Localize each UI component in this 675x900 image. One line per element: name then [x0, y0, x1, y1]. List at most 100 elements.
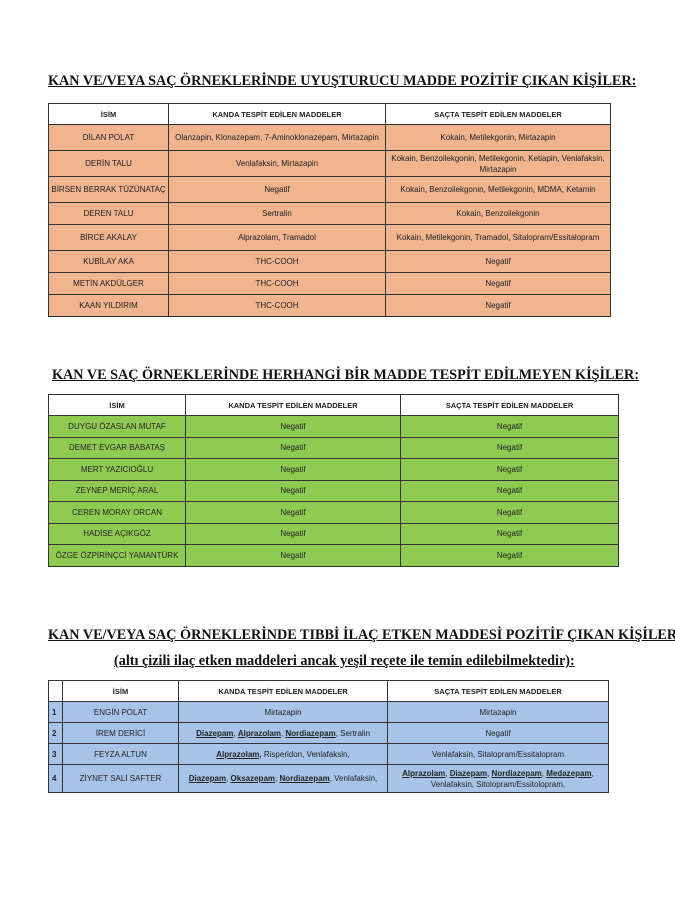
table-row: 2 İREM DERİCİ Diazepam, Alprazolam, Nordia… [48, 722, 609, 744]
hair-cell: Negatif [385, 294, 611, 317]
green-prescription-drug: Diazepam [196, 728, 234, 738]
green-prescription-drug: Alprazolam [402, 768, 446, 778]
drug-text: , [281, 728, 286, 738]
header-blood: KANDA TESPİT EDİLEN MADDELER [178, 680, 388, 702]
header-hair: SAÇTA TESPİT EDİLEN MADDELER [400, 394, 619, 416]
name-cell: ÖZGE ÖZPİRİNÇCİ YAMANTÜRK [48, 544, 186, 567]
green-prescription-drug: Oksazepam [230, 774, 275, 783]
section3-subtitle: (altı çizili ilaç etken maddeleri ancak … [114, 653, 575, 669]
hair-cell: Negatif [400, 479, 619, 502]
drug-text: Venlafaksin, Sitalopram/Essitalopram [431, 749, 565, 759]
green-prescription-drug: Nordiazepam [279, 774, 330, 783]
blood-cell: Olanzapin, Klonazepam, 7-Aminoklonazepam… [168, 124, 386, 151]
green-prescription-drug: Diazepam [449, 768, 488, 778]
blood-cell: THC-COOH [168, 272, 386, 295]
blood-cell: Negatif [185, 501, 401, 524]
blood-cell: THC-COOH [168, 294, 386, 317]
table-row: ZEYNEP MERİÇ ARAL Negatif Negatif [48, 479, 619, 502]
header-name: İSİM [62, 680, 179, 702]
drug-positive-table: İSİM KANDA TESPİT EDİLEN MADDELER SAÇTA … [48, 103, 611, 317]
green-prescription-drug: Diazepam [188, 774, 227, 783]
hair-cell: Negatif [400, 544, 619, 567]
table-row: BİRSEN BERRAK TÜZÜNATAÇ Negatif Kokain, Be… [48, 176, 611, 203]
blood-cell: Venlafaksin, Mirtazapin [168, 150, 386, 177]
hair-cell: Negatif [400, 458, 619, 481]
name-cell: MERT YAZICIOĞLU [48, 458, 186, 481]
table-row: DUYGU ÖZASLAN MUTAF Negatif Negatif [48, 415, 619, 438]
hair-cell: Negatif [387, 722, 609, 744]
blood-cell: Negatif [185, 522, 401, 545]
name-cell: ENGİN POLAT [62, 701, 179, 723]
blood-cell: Negatif [185, 436, 401, 459]
no-substance-table: İSİM KANDA TESPİT EDİLEN MADDELER SAÇTA … [48, 394, 619, 567]
hair-cell: Kokain, Metilekgonin, Tramadol, Sitalopr… [385, 224, 611, 251]
name-cell: İREM DERİCİ [62, 722, 179, 744]
row-number: 3 [48, 743, 63, 765]
drug-text: , [487, 768, 492, 778]
header-blood: KANDA TESPİT EDİLEN MADDELER [168, 103, 386, 125]
name-cell: KAAN YILDIRIM [48, 294, 169, 317]
drug-text: , Venlafaksin, [329, 774, 378, 783]
row-number: 4 [48, 764, 63, 793]
row-number: 2 [48, 722, 63, 744]
blood-cell: Negatif [185, 479, 401, 502]
blood-cell: Negatif [185, 544, 401, 567]
hair-cell: Negatif [385, 272, 611, 295]
table-row: HADİSE AÇIKGÖZ Negatif Negatif [48, 522, 619, 545]
drug-text: Mirtazapin [479, 707, 517, 717]
table-row: MERT YAZICIOĞLU Negatif Negatif [48, 458, 619, 481]
name-cell: METİN AKDÜLGER [48, 272, 169, 295]
drug-text: Mirtazapin [264, 707, 302, 717]
green-prescription-drug: Nordiazepam [285, 728, 336, 738]
table-row: DİLAN POLAT Olanzapin, Klonazepam, 7-Amin… [48, 124, 611, 151]
row-number: 1 [48, 701, 63, 723]
blood-cell: Negatif [185, 415, 401, 438]
blood-cell: Sertralin [168, 202, 386, 225]
header-hair: SAÇTA TESPİT EDİLEN MADDELER [387, 680, 609, 702]
blood-cell: THC-COOH [168, 250, 386, 273]
blood-cell: Negatif [168, 176, 386, 203]
name-cell: BİRCE AKALAY [48, 224, 169, 251]
header-hair: SAÇTA TESPİT EDİLEN MADDELER [385, 103, 611, 125]
drug-text: , Sertralin [335, 728, 370, 738]
hair-cell: Negatif [400, 436, 619, 459]
table-row: 3 FEYZA ALTUN Alprazolam, Risperidon, Venl… [48, 743, 609, 765]
table-row: ÖZGE ÖZPİRİNÇCİ YAMANTÜRK Negatif Negatif [48, 544, 619, 567]
hair-cell: Kokain, Benzoilekgonin, Metilekgonin, Ke… [385, 150, 611, 177]
blood-cell: Diazepam, Oksazepam, Nordiazepam, Venlaf… [178, 764, 388, 793]
table-row: DERİN TALU Venlafaksin, Mirtazapin Kokain,… [48, 150, 611, 177]
hair-cell: Negatif [400, 415, 619, 438]
table-row: 4 ZİYNET SALİ SAFTER Diazepam, Oksazepam, … [48, 764, 609, 793]
green-prescription-drug: Medazepam [546, 768, 592, 778]
table-row: 1 ENGİN POLAT Mirtazapin Mirtazapin [48, 701, 609, 723]
medical-drug-table: İSİM KANDA TESPİT EDİLEN MADDELER SAÇTA … [48, 680, 609, 793]
header-num [48, 680, 63, 702]
name-cell: CEREN MORAY ORCAN [48, 501, 186, 524]
drug-text: Venlafaksin, Sitolopram/Essitolopram, [430, 779, 566, 789]
name-cell: HADİSE AÇIKGÖZ [48, 522, 186, 545]
name-cell: FEYZA ALTUN [62, 743, 179, 765]
hair-cell: Kokain, Benzoilekgonin, Metilekgonin, MD… [385, 176, 611, 203]
green-prescription-drug: Alprazolam, [216, 749, 262, 759]
table-row: CEREN MORAY ORCAN Negatif Negatif [48, 501, 619, 524]
hair-cell: Kokain, Benzoilekgonin [385, 202, 611, 225]
blood-cell: Negatif [185, 458, 401, 481]
name-cell: ZİYNET SALİ SAFTER [62, 764, 179, 793]
name-cell: ZEYNEP MERİÇ ARAL [48, 479, 186, 502]
table-row: BİRCE AKALAY Alprazolam, Tramadol Kokain, … [48, 224, 611, 251]
table-row: DEMET EVGAR BABATAŞ Negatif Negatif [48, 436, 619, 459]
green-prescription-drug: Nordiazepam [491, 768, 542, 778]
hair-cell: Negatif [400, 522, 619, 545]
drug-text: , [226, 774, 231, 783]
section1-title: KAN VE/VEYA SAÇ ÖRNEKLERİNDE UYUŞTURUCU … [48, 73, 637, 89]
drug-text: , [591, 768, 594, 778]
hair-cell: Alprazolam, Diazepam, Nordiazepam, Medaz… [387, 764, 609, 793]
drug-text: Negatif [485, 728, 511, 738]
hair-cell: Negatif [385, 250, 611, 273]
name-cell: BİRSEN BERRAK TÜZÜNATAÇ [48, 176, 169, 203]
table-row: KUBİLAY AKA THC-COOH Negatif [48, 250, 611, 273]
name-cell: DEMET EVGAR BABATAŞ [48, 436, 186, 459]
header-name: İSİM [48, 103, 169, 125]
section2-title: KAN VE SAÇ ÖRNEKLERİNDE HERHANGİ BİR MAD… [52, 367, 639, 383]
